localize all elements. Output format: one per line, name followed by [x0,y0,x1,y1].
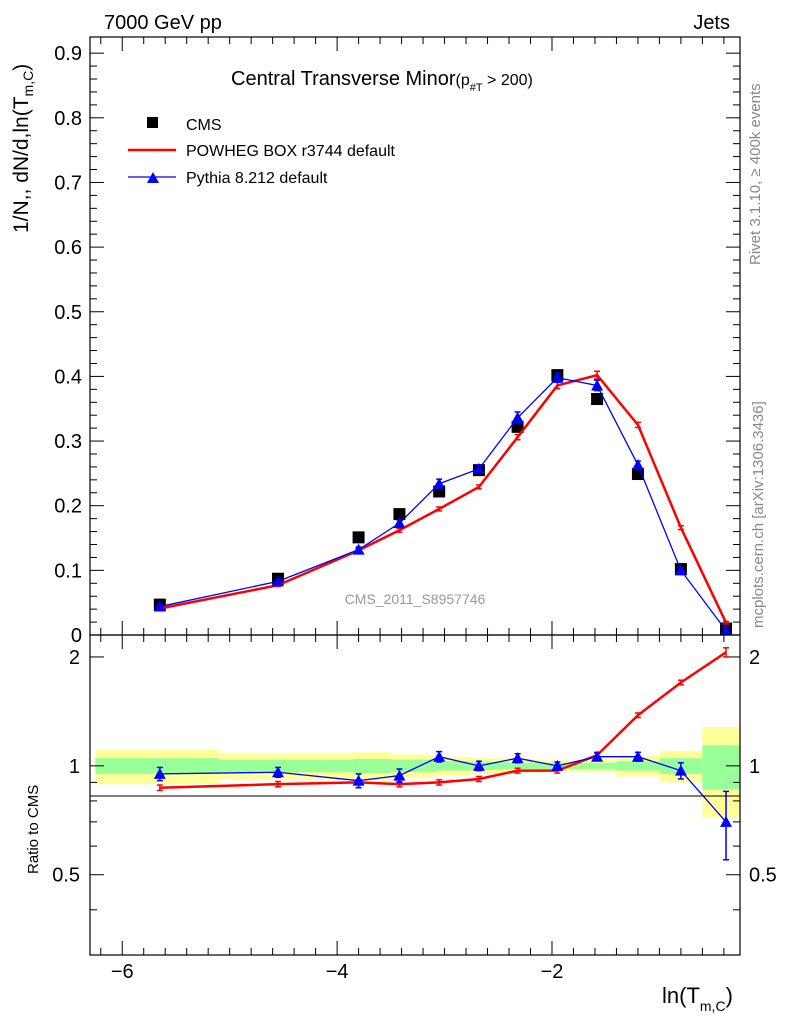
ratio-uncertainty-bands [95,727,740,818]
ratio-y-tick-label: 0.5 [52,865,80,887]
pythia-point [631,458,644,470]
pythia-point [674,564,687,576]
legend-label-powheg: POWHEG BOX r3744 default [186,143,396,160]
cms-point [393,508,406,521]
ratio-y-tick-label: 1 [69,756,80,778]
chart-title-cut-sub: #T [470,82,483,94]
pythia-ratio-point [720,815,733,827]
cms-point [591,393,604,406]
x-axis-label-tail: ) [726,983,733,1008]
powheg-line [159,373,728,624]
chart-title-cut-tail: > 200) [483,72,533,89]
y-axis-label: 1/N,, dN/d,ln(Tm,C) [10,64,36,233]
svg-text:1/N,, dN/d,ln(Tm,C): 1/N,, dN/d,ln(Tm,C) [10,64,36,233]
pythia-point [511,411,524,423]
y-axis-label-mid: ,, dN/d,ln(T [10,96,33,200]
ratio-band-inner-6 [509,762,547,770]
chart-title-cut: (p [456,72,470,89]
ratio-band-inner-8 [578,762,617,770]
y-tick-label: 0 [71,625,82,647]
cms-point [511,420,524,433]
ratio-band-inner-2 [353,758,391,774]
ratio-band-inner-0 [95,758,219,774]
rivet-label: Rivet 3.1.10, ≥ 400k events [747,83,764,265]
pythia-point [272,575,285,587]
pythia-point [352,543,365,555]
ratio-band-inner-3 [390,759,434,773]
x-tick-label: −6 [111,961,134,983]
ratio-band-inner-5 [471,761,510,770]
pythia-point [472,462,485,474]
x-tick-label: −4 [326,961,349,983]
y-tick-label: 0.1 [54,560,82,582]
powheg-ratio-line [159,651,727,789]
y-tick-label: 0.5 [54,302,82,324]
x-axis-label-sub: m,C [700,998,726,1014]
pythia-ratio-point [591,750,604,762]
x-tick-label: −2 [541,961,564,983]
y-axis-label-sub: m,C [20,71,36,97]
pythia-point [551,371,564,383]
pythia-point [153,600,166,612]
pythia-ratio-point [472,759,485,771]
y-axis-label-text: 1/N [10,200,33,233]
ratio-y-tick-label: 2 [69,647,80,669]
ratio-band-inner-1 [218,759,354,773]
y-tick-label: 0.3 [54,431,82,453]
legend: CMS POWHEG BOX r3744 default Pythia 8.21… [128,117,396,187]
axis-ticks: −6 −4 −2 0 0.1 0.2 0.3 0.4 0.5 0.6 0.7 0.8 0.9 0.5 0.5… [52,37,777,983]
pythia-point [720,624,733,636]
ratio-band-inner-4 [433,761,472,771]
y-tick-label: 0.9 [54,43,82,65]
chart-title: Central Transverse Minor(p#T > 200) [231,68,533,94]
pythia-point [591,379,604,391]
y-tick-label: 0.4 [54,366,82,388]
pythia-line [159,376,727,631]
legend-label-pythia: Pythia 8.212 default [186,170,328,187]
cms-point [352,531,365,544]
x-axis-label: ln(Tm,C) [662,983,733,1014]
ratio-y-tick-label-right: 1 [749,756,760,778]
ratio-band-inner-7 [546,762,579,770]
pythia-ratio-point [511,752,524,764]
pythia-point [393,517,406,529]
ratio-panel-frame [89,634,741,956]
ratio-y-tick-label-right: 0.5 [749,865,777,887]
mcplots-label: mcplots.cern.ch [arXiv:1306.3436] [750,401,767,628]
y-tick-label: 0.2 [54,496,82,518]
pythia-ratio-point [272,766,285,778]
ratio-y-axis-label: Ratio to CMS [25,785,42,874]
pythia-ratio-point [153,767,166,779]
ratio-y-tick-label-right: 2 [749,647,760,669]
pythia-ratio-point [433,750,446,762]
y-axis-label-tail: ) [10,64,33,71]
header-right: Jets [693,12,730,34]
legend-label-cms: CMS [186,117,222,134]
chart-title-text: Central Transverse Minor [231,68,456,90]
pythia-ratio-point [352,774,365,786]
pythia-ratio-line [159,756,727,823]
x-axis-label-text: ln(T [662,983,700,1008]
y-tick-label: 0.7 [54,172,82,194]
ratio-band-inner-11 [702,745,740,790]
data-marks [153,369,733,861]
legend-marker-cms [147,117,158,128]
pythia-ratio-point [551,759,564,771]
pythia-ratio-point [631,750,644,762]
pythia-point [433,477,446,489]
y-tick-label: 0.6 [54,237,82,259]
header-left: 7000 GeV pp [104,12,222,34]
pythia-ratio-point [674,764,687,776]
analysis-watermark: CMS_2011_S8957746 [345,591,486,607]
ratio-band-inner-9 [616,761,660,771]
pythia-ratio-point [393,769,406,781]
y-tick-label: 0.8 [54,108,82,130]
legend-marker-pythia-triangle [147,172,159,183]
